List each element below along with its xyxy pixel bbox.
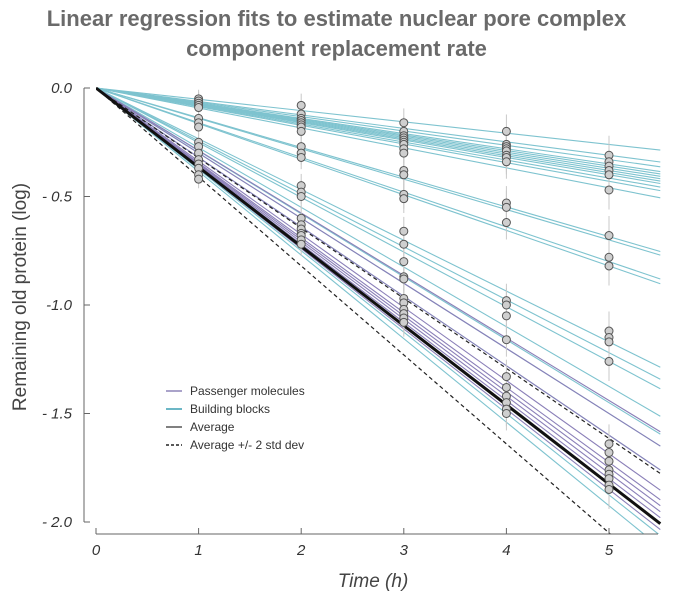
data-point-t3-11 — [399, 170, 409, 180]
passenger-fit-line-5 — [96, 87, 661, 501]
building-block-fit-line-1 — [96, 87, 661, 151]
legend-label-std-dev: Average +/- 2 std dev — [190, 438, 304, 452]
building-block-fit-line-3 — [96, 87, 661, 168]
building-block-fit-line-12 — [96, 87, 661, 199]
x-tick-label-3: 3 — [400, 542, 409, 559]
data-point-t4-15 — [501, 335, 511, 345]
data-point-t3-15 — [399, 239, 409, 249]
data-point-t5-12 — [604, 337, 614, 347]
x-tick-label-1: 1 — [194, 542, 202, 559]
x-tick-label-4: 4 — [502, 542, 510, 559]
building-block-fit-line-10 — [96, 87, 661, 188]
passenger-fit-line-3 — [96, 87, 661, 471]
data-point-t2-1 — [296, 100, 306, 110]
building-block-fit-line-18 — [96, 87, 661, 380]
legend-label-average: Average — [190, 420, 235, 434]
data-point-t2-21 — [296, 239, 306, 249]
y-axis-label: Remaining old protein (log) — [10, 183, 31, 411]
data-point-t2-11 — [296, 152, 306, 162]
building-block-fit-line-13 — [96, 87, 661, 253]
chart-title-line-2: component replacement rate — [186, 36, 487, 61]
passenger-fit-line-6 — [96, 87, 661, 507]
std-dev-line-2 — [96, 87, 612, 534]
data-point-t2-14 — [296, 192, 306, 201]
data-point-t5-14 — [604, 439, 614, 449]
data-point-t4-14 — [501, 311, 511, 321]
data-point-t4-1 — [501, 126, 511, 136]
y-tick-label-3: - 1.5 — [42, 406, 73, 423]
building-block-fit-line-9 — [96, 87, 661, 185]
building-block-fit-line-24 — [96, 87, 660, 534]
legend-label-passenger: Passenger molecules — [190, 384, 305, 398]
data-point-t3-1 — [399, 118, 409, 128]
data-point-t5-13 — [604, 356, 614, 366]
building-block-fit-line-15 — [96, 87, 661, 280]
data-point-t4-13 — [501, 300, 511, 310]
y-tick-label-2: -1.0 — [46, 297, 73, 314]
building-block-fit-line-17 — [96, 87, 661, 368]
building-block-fit-line-20 — [96, 87, 661, 417]
data-point-t1-16 — [194, 174, 204, 184]
fit-lines — [96, 86, 662, 534]
data-point-t4-8 — [501, 157, 511, 167]
data-point-t3-14 — [399, 226, 409, 236]
x-tick-label-2: 2 — [296, 542, 306, 559]
data-point-t4-17 — [501, 382, 511, 392]
building-block-fit-line-11 — [96, 87, 661, 192]
data-points — [194, 94, 614, 494]
passenger-fit-line-1 — [96, 87, 661, 433]
chart-title: Linear regression fits to estimate nucle… — [0, 4, 673, 64]
data-point-t3-9 — [399, 148, 409, 158]
y-tick-label-1: - 0.5 — [42, 189, 73, 206]
data-point-t5-8 — [604, 252, 614, 262]
legend: Passenger molecules Building blocks Aver… — [166, 384, 305, 452]
x-tick-label-0: 0 — [92, 542, 101, 559]
std-dev-line-1 — [96, 87, 661, 474]
axis-ticks: 0.0 - 0.5 -1.0 - 1.5 - 2.0 0 1 2 3 4 5 — [42, 80, 614, 559]
building-block-fit-line-2 — [96, 87, 661, 163]
x-tick-label-5: 5 — [605, 542, 614, 559]
data-point-t5-9 — [604, 261, 614, 271]
data-point-t5-15 — [604, 448, 614, 458]
passenger-fit-line-2 — [96, 87, 661, 447]
x-axis-label: Time (h) — [338, 571, 409, 592]
data-point-t3-24 — [399, 317, 409, 327]
data-point-t4-16 — [501, 372, 511, 382]
data-point-t4-11 — [501, 218, 511, 228]
building-block-fit-line-25 — [96, 87, 645, 534]
data-point-t5-6 — [604, 185, 614, 195]
data-point-t5-5 — [604, 170, 614, 180]
data-point-t4-10 — [501, 202, 511, 212]
data-point-t5-21 — [604, 484, 614, 494]
data-point-t1-5 — [194, 103, 204, 113]
data-point-t5-16 — [604, 456, 614, 466]
data-point-t3-13 — [399, 194, 409, 204]
data-point-t5-7 — [604, 231, 614, 241]
data-point-t2-8 — [296, 126, 306, 136]
passenger-fit-line-4 — [96, 87, 661, 491]
y-tick-label-4: - 2.0 — [42, 514, 73, 531]
legend-label-building: Building blocks — [190, 402, 270, 416]
building-block-fit-line-14 — [96, 87, 661, 256]
data-point-t1-8 — [194, 122, 204, 132]
building-block-fit-line-16 — [96, 87, 661, 285]
data-point-t4-21 — [501, 409, 511, 418]
average-fit-line — [96, 86, 662, 525]
building-block-fit-line-19 — [96, 87, 661, 390]
passenger-fit-line-7 — [96, 87, 661, 513]
chart-title-line-1: Linear regression fits to estimate nucle… — [46, 6, 627, 31]
y-tick-label-0: 0.0 — [51, 80, 73, 97]
data-point-t3-16 — [399, 257, 409, 267]
data-point-t3-18 — [399, 274, 409, 284]
